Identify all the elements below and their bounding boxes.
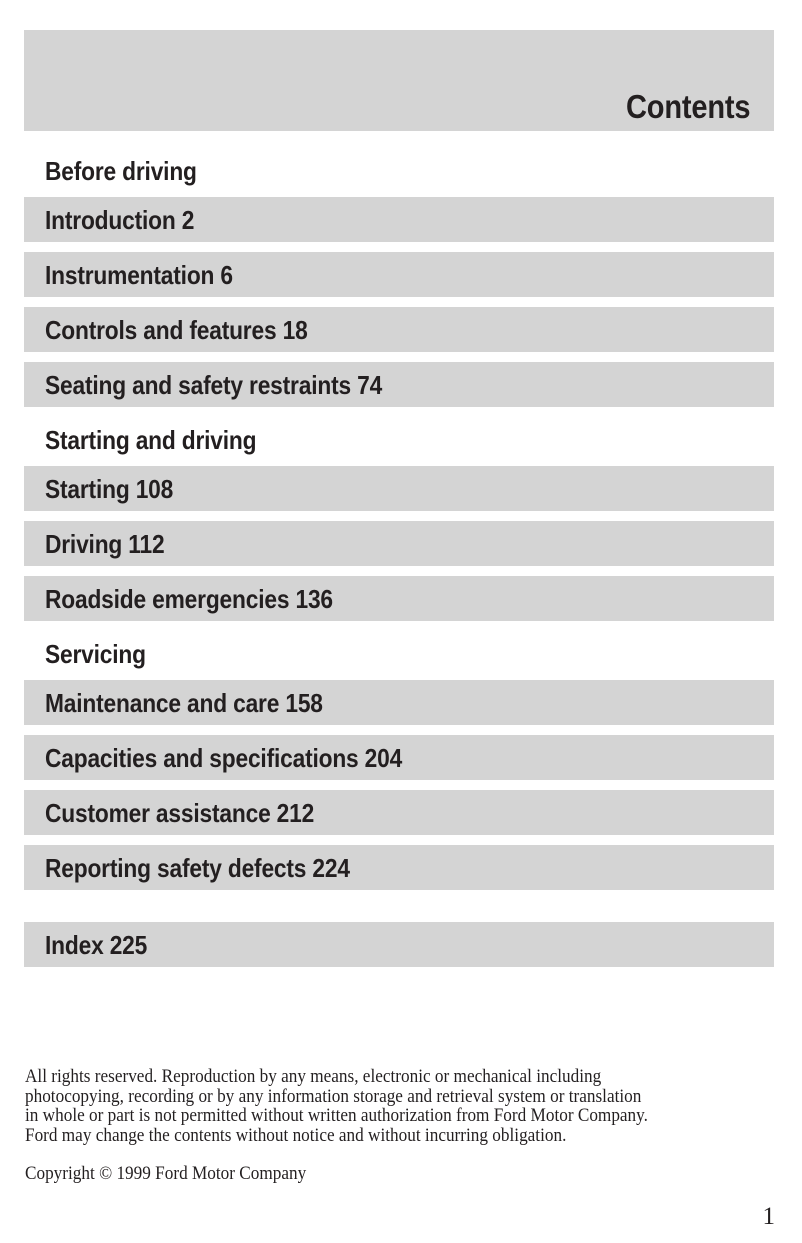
toc-entry-label: Instrumentation 6 xyxy=(45,259,233,290)
toc-entry-label: Reporting safety defects 224 xyxy=(45,852,350,883)
toc-section-heading: Starting and driving xyxy=(24,417,774,463)
toc-entry-row[interactable]: Capacities and specifications 204 xyxy=(24,735,774,780)
toc-section-label: Starting and driving xyxy=(45,425,257,455)
toc-entry-row[interactable]: Instrumentation 6 xyxy=(24,252,774,297)
legal-line: photocopying, recording or by any inform… xyxy=(25,1086,642,1107)
toc-entry-label: Introduction 2 xyxy=(45,204,195,235)
toc-section-heading: Servicing xyxy=(24,631,774,677)
legal-line: in whole or part is not permitted withou… xyxy=(25,1106,648,1126)
legal-paragraph: All rights reserved. Reproduction by any… xyxy=(25,1067,713,1146)
toc-entry-label: Maintenance and care 158 xyxy=(45,687,323,718)
toc-entry-label: Customer assistance 212 xyxy=(45,797,315,828)
toc-entry-label: Roadside emergencies 136 xyxy=(45,583,333,614)
copyright-line: Copyright © 1999 Ford Motor Company xyxy=(25,1164,307,1184)
toc-entry-row[interactable]: Index 225 xyxy=(24,922,774,967)
toc-entry-row[interactable]: Driving 112 xyxy=(24,521,774,566)
toc-section-heading: Before driving xyxy=(24,148,774,194)
legal-line: All rights reserved. Reproduction by any… xyxy=(25,1067,602,1087)
legal-line: Ford may change the contents without not… xyxy=(25,1125,567,1146)
toc-entry-label: Seating and safety restraints 74 xyxy=(45,369,383,400)
toc-entry-label: Driving 112 xyxy=(45,528,165,559)
toc-entry-row[interactable]: Introduction 2 xyxy=(24,197,774,242)
toc-entry-row[interactable]: Starting 108 xyxy=(24,466,774,511)
page-title: Contents xyxy=(625,88,751,125)
table-of-contents: Before driving Introduction 2 Instrumentat… xyxy=(24,148,774,977)
toc-entry-row[interactable]: Controls and features 18 xyxy=(24,307,774,352)
toc-entry-label: Starting 108 xyxy=(45,473,174,504)
toc-section-label: Servicing xyxy=(45,639,146,669)
toc-entry-label: Capacities and specifications 204 xyxy=(45,742,403,773)
page-number: 1 xyxy=(762,1203,776,1230)
toc-entry-row[interactable]: Reporting safety defects 224 xyxy=(24,845,774,890)
toc-entry-row[interactable]: Maintenance and care 158 xyxy=(24,680,774,725)
toc-entry-label: Index 225 xyxy=(45,929,148,960)
toc-entry-row[interactable]: Customer assistance 212 xyxy=(24,790,774,835)
toc-entry-row[interactable]: Roadside emergencies 136 xyxy=(24,576,774,621)
toc-entry-row[interactable]: Seating and safety restraints 74 xyxy=(24,362,774,407)
toc-entry-label: Controls and features 18 xyxy=(45,314,308,345)
legal-notice-block: All rights reserved. Reproduction by any… xyxy=(25,1067,765,1185)
toc-section-label: Before driving xyxy=(45,156,197,186)
contents-header-band: Contents xyxy=(24,30,774,131)
